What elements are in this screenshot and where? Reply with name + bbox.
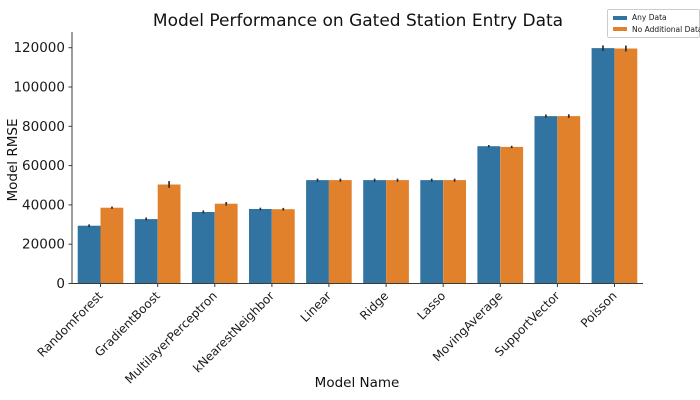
- x-tick-label: Linear: [298, 289, 334, 325]
- bar: [500, 146, 524, 284]
- y-axis-label: Model RMSE: [5, 118, 21, 202]
- bar: [614, 48, 638, 284]
- legend-item-no-additional-data: No Additional Data: [613, 25, 700, 34]
- bar: [386, 180, 409, 284]
- bar: [557, 116, 581, 284]
- y-tick-label: 120000: [13, 40, 65, 56]
- bar: [420, 180, 444, 284]
- bar: [477, 146, 501, 284]
- bar: [214, 203, 238, 284]
- legend-swatch-no-additional-data: [613, 27, 627, 32]
- legend: Any Data No Additional Data: [607, 9, 700, 38]
- y-tick-label: 0: [56, 276, 65, 292]
- bar: [328, 180, 352, 284]
- bar: [534, 116, 558, 284]
- y-tick-label: 60000: [22, 158, 65, 174]
- x-tick-label: MultilayerPerceptron: [122, 289, 220, 387]
- y-tick-label: 80000: [22, 119, 65, 135]
- bar: [77, 225, 101, 284]
- bar: [306, 180, 329, 284]
- bar: [134, 219, 158, 284]
- x-tick-label: Poisson: [578, 289, 620, 331]
- x-tick-label: Ridge: [357, 289, 391, 323]
- x-tick-label: Lasso: [414, 289, 448, 323]
- legend-label-any-data: Any Data: [632, 13, 667, 22]
- legend-item-any-data: Any Data: [613, 14, 694, 22]
- bar: [363, 180, 386, 284]
- y-tick-label: 40000: [22, 197, 65, 213]
- y-tick-label: 20000: [22, 237, 65, 253]
- bar: [271, 209, 295, 284]
- legend-label-no-additional-data: No Additional Data: [632, 24, 700, 34]
- bar: [443, 180, 466, 284]
- bar: [191, 212, 215, 284]
- y-tick-label: 100000: [13, 80, 65, 96]
- x-axis-label: Model Name: [314, 375, 400, 391]
- bar: [249, 209, 272, 284]
- bar: [157, 184, 181, 284]
- legend-swatch-any-data: [613, 15, 627, 20]
- bar: [100, 207, 124, 284]
- chart-title: Model Performance on Gated Station Entry…: [152, 11, 564, 31]
- bar: [591, 48, 615, 284]
